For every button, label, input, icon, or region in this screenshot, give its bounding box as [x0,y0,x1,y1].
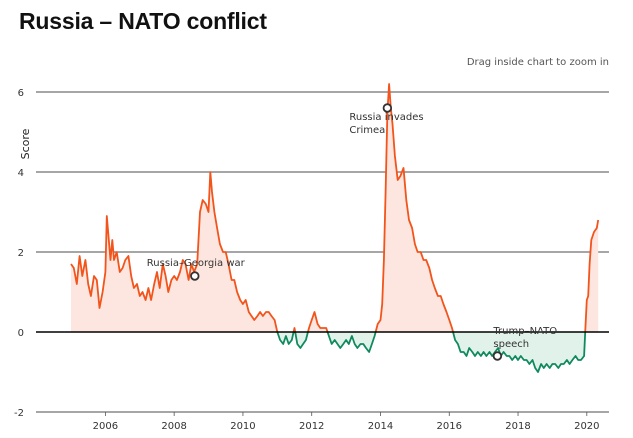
score-line [70,83,600,373]
annotation-label-2-2: Crimea [349,125,385,136]
y-tick-label-4: 4 [18,168,24,179]
x-tick-label-2012: 2012 [299,421,324,432]
area-fills [71,84,599,372]
y-tick-label-6: 6 [18,88,24,99]
negative-line [276,332,587,373]
annotation-label-3-1: Trump–NATO [492,326,557,337]
annotation-marker-3 [492,351,503,361]
chart-title: Russia – NATO conflict [19,8,267,34]
annotation-label-3-2: speech [493,339,529,350]
y-tick-label--2: -2 [14,408,24,419]
annotation-marker-1 [190,271,200,281]
x-tick-label-2006: 2006 [93,421,118,432]
annotation-marker-2 [382,103,393,113]
x-tick-label-2008: 2008 [161,421,186,432]
y-axis-ticks: -2 0 2 4 6 [14,88,24,419]
y-axis-title: Score [19,128,32,159]
zoom-hint: Drag inside chart to zoom in [466,57,609,68]
negative-area [71,332,599,372]
annotation-label-1-1: Russia–Georgia war [147,258,246,269]
x-tick-label-2010: 2010 [230,421,255,432]
positive-line [70,83,600,332]
x-axis-ticks: 2006 2008 2010 2012 2014 2016 2018 2020 [93,412,600,432]
positive-area [71,84,599,332]
x-tick-label-2018: 2018 [505,421,530,432]
x-tick-label-2020: 2020 [574,421,599,432]
x-tick-label-2016: 2016 [437,421,462,432]
y-tick-label-0: 0 [18,328,24,339]
annotations: Russia–Georgia war Russia invades Crimea Tr… [147,103,557,361]
annotation-label-2-1: Russia invades [349,112,423,123]
x-tick-label-2014: 2014 [368,421,393,432]
gridlines [36,91,609,413]
y-tick-label-2: 2 [18,248,24,259]
